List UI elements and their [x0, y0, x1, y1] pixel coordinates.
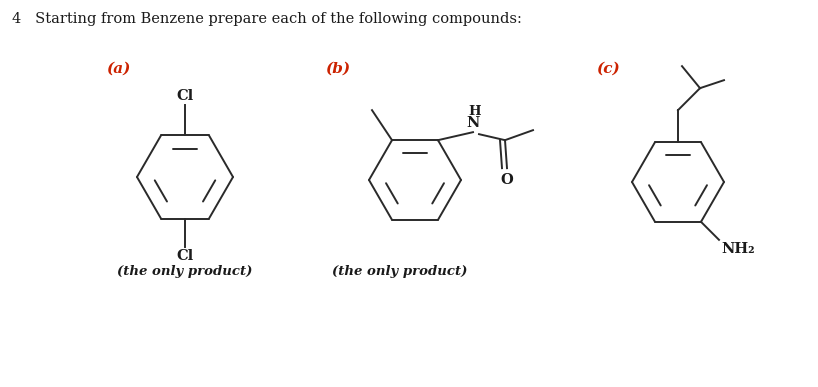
Text: (c): (c)	[596, 62, 620, 76]
Text: NH₂: NH₂	[721, 242, 755, 256]
Text: (a): (a)	[106, 62, 130, 76]
Text: (b): (b)	[326, 62, 351, 76]
Text: Cl: Cl	[177, 89, 194, 103]
Text: N: N	[466, 116, 479, 130]
Text: (the only product): (the only product)	[332, 265, 468, 279]
Text: H: H	[469, 105, 481, 118]
Text: 4   Starting from Benzene prepare each of the following compounds:: 4 Starting from Benzene prepare each of …	[12, 12, 522, 26]
Text: Cl: Cl	[177, 248, 194, 262]
Text: (the only product): (the only product)	[117, 265, 253, 279]
Text: O: O	[501, 173, 514, 187]
